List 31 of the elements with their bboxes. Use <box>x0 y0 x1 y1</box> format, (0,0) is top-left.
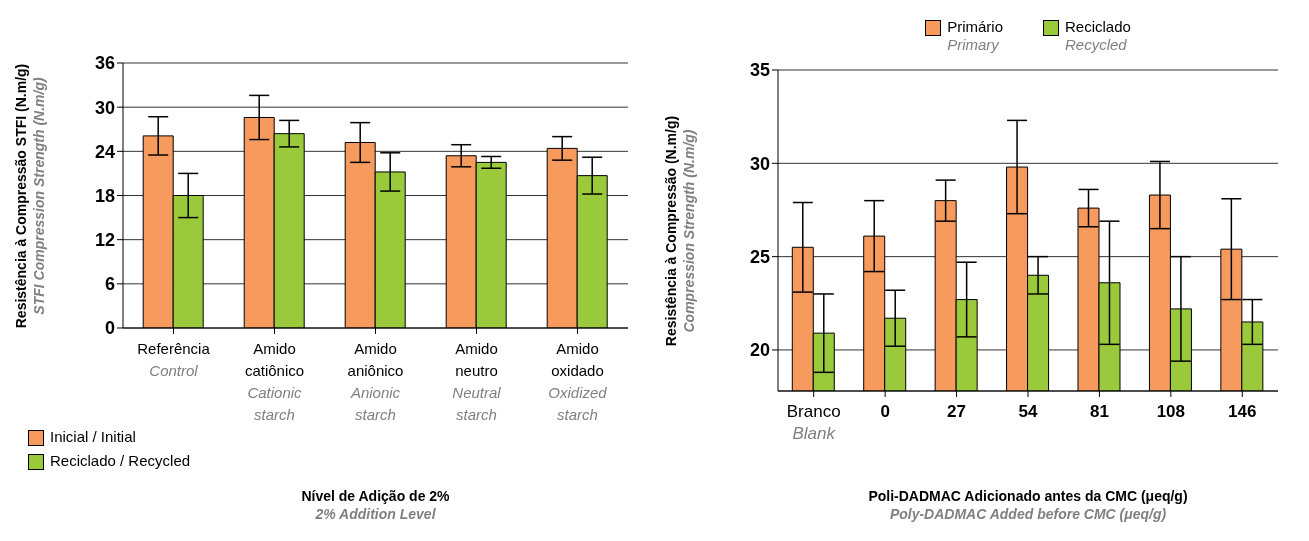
y-tick-label: 18 <box>94 185 115 206</box>
y-tick-label: 0 <box>104 318 115 339</box>
y-tick-label: 12 <box>94 230 115 251</box>
x-tick-label: Amido oxidado Oxidized starch <box>548 340 608 423</box>
y-tick-label: 30 <box>749 153 770 174</box>
legend-label: Inicial / Initial <box>50 428 136 446</box>
legend-label: Reciclado / Recycled <box>50 452 191 470</box>
x-tick-label: 27 <box>947 402 967 421</box>
legend-label: Reciclado Recycled <box>1064 18 1131 54</box>
legend-label: Primário Primary <box>947 18 1003 54</box>
x-axis-title: Nível de Adição de 2% 2% Addition Level <box>300 488 451 523</box>
y-tick-label: 36 <box>94 53 115 74</box>
y-tick-label: 6 <box>104 274 115 295</box>
y-axis-title: Resistência à Compressão STFI (N.m/g) STFI Compression Strength (N.m/g) <box>12 63 48 328</box>
x-tick-label: 108 <box>1156 402 1186 421</box>
x-tick-label: Referência Control <box>137 340 211 379</box>
x-tick-label: 0 <box>880 402 890 421</box>
y-tick-label: 24 <box>94 141 115 162</box>
x-tick-label: Amido neutro Neutral starch <box>452 340 502 423</box>
x-tick-label: Amido catiônico Cationic starch <box>244 340 305 423</box>
x-tick-label: 146 <box>1228 402 1257 421</box>
y-tick-label: 30 <box>94 97 115 118</box>
x-axis-title: Poli-DADMAC Adicionado antes da CMC (μeq/g) Poly-DADMAC Added before CMC (μeq/g) <box>867 488 1189 523</box>
y-tick-label: 25 <box>749 247 770 268</box>
x-tick-label: Branco Blank <box>786 402 841 443</box>
y-tick-label: 35 <box>749 60 770 81</box>
x-tick-label: Amido aniônico Anionic starch <box>347 340 404 423</box>
x-tick-label: 54 <box>1018 402 1038 421</box>
y-axis-title: Resistência à Compressão (N.m/g) Compression Strength (N.m/g) <box>662 115 698 346</box>
y-tick-label: 20 <box>749 340 770 361</box>
x-tick-label: 81 <box>1089 402 1109 421</box>
